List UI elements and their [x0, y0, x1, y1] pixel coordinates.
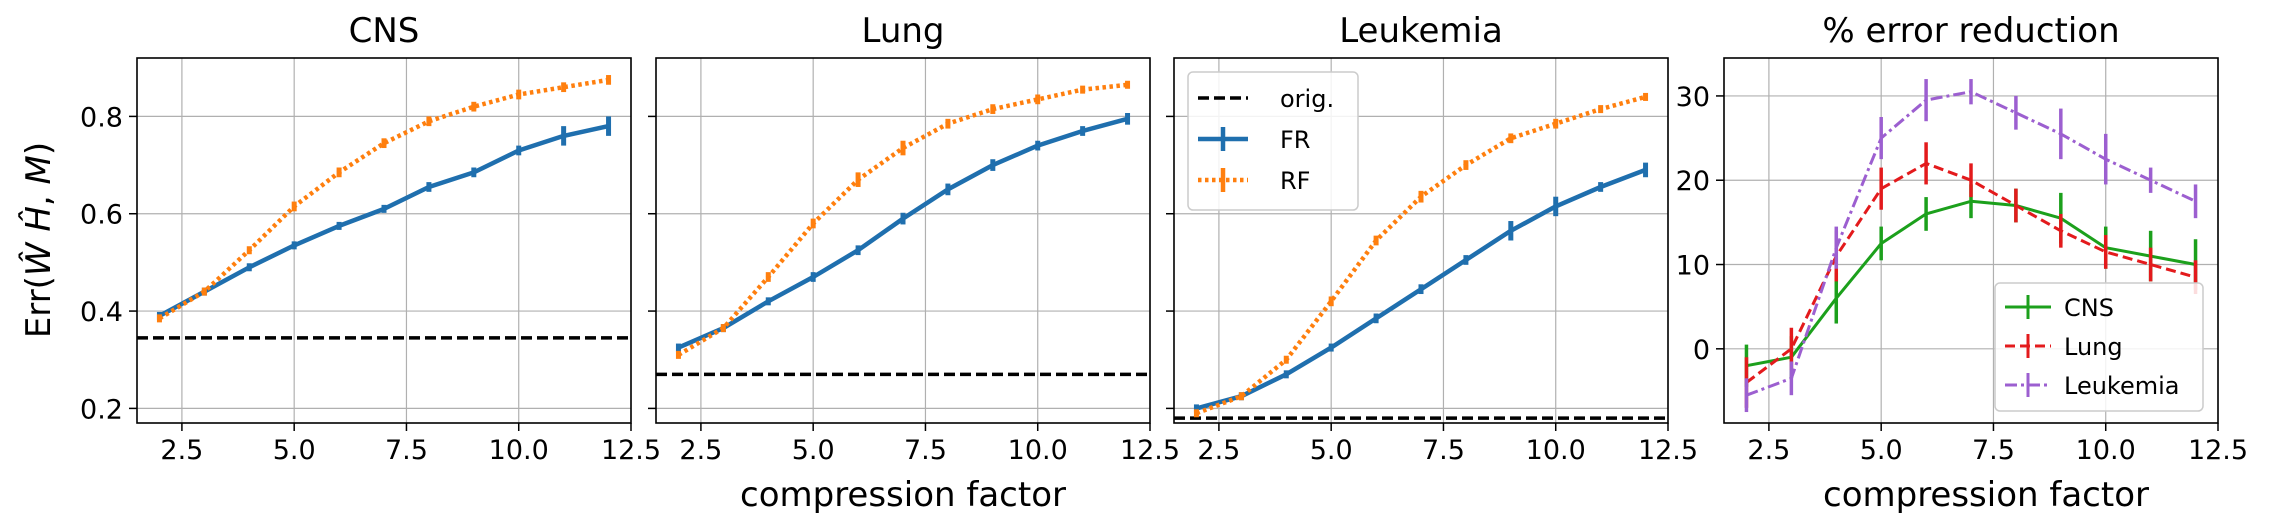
x-tick-label: 7.5 [1972, 435, 2015, 466]
panel-leukemia-title: Leukemia [1339, 11, 1503, 51]
x-tick-label: 5.0 [792, 435, 835, 466]
panel-leukemia-plot [1174, 92, 1668, 420]
x-tick-label: 10.0 [1526, 435, 1586, 466]
panel-reduction-xlabel: compression factor [1823, 475, 2149, 515]
x-tick-label: 7.5 [385, 435, 428, 466]
panel-lung-ticks: 2.5 5.0 7.5 10.0 12.5 [648, 115, 1180, 466]
panel-leukemia: 2.5 5.0 7.5 10.0 12.5 Leukemia orig. FR RF [1166, 11, 1698, 466]
panel-lung: 2.5 5.0 7.5 10.0 12.5 Lung compression facto… [648, 11, 1180, 515]
panel-cns-title: CNS [349, 11, 420, 51]
panel-cns-grid [137, 58, 632, 423]
x-tick-label: 12.5 [2188, 435, 2248, 466]
x-tick-label: 2.5 [1747, 435, 1790, 466]
x-tick-label: 12.5 [601, 435, 661, 466]
x-tick-label: 5.0 [1310, 435, 1353, 466]
y-tick-label: 30 [1676, 82, 1710, 113]
panel-cns-plot [137, 75, 631, 340]
legend-leukemia-label: Leukemia [2064, 372, 2180, 400]
panel-reduction-title: % error reduction [1822, 11, 2119, 51]
legend-reduction: CNS Lung Leukemia [1994, 282, 2204, 412]
x-tick-label: 12.5 [1120, 435, 1180, 466]
y-tick-label: 0.2 [80, 394, 123, 425]
x-tick-label: 7.5 [1422, 435, 1465, 466]
panel-lung-grid [656, 58, 1151, 423]
legend-lung-label: Lung [2064, 333, 2123, 361]
legend-orig-label: orig. [1280, 85, 1334, 113]
panel-lung-title: Lung [861, 11, 944, 51]
x-tick-label: 2.5 [679, 435, 722, 466]
legend-cns-label: CNS [2064, 294, 2114, 322]
y-tick-label: 0.8 [80, 102, 123, 133]
legend-fr-label: FR [1280, 126, 1310, 154]
panel-cns-frame [136, 57, 632, 424]
legend-reduction-box [1994, 282, 2204, 412]
x-tick-label: 12.5 [1638, 435, 1698, 466]
panel-reduction-ticks: 2.5 5.0 7.5 10.0 12.5 0 10 20 30 [1676, 82, 2248, 466]
x-tick-label: 10.0 [1008, 435, 1068, 466]
panel-leukemia-ticks: 2.5 5.0 7.5 10.0 12.5 [1166, 115, 1698, 466]
panel-reduction: 2.5 5.0 7.5 10.0 12.5 0 10 20 30 % error reducti… [1676, 11, 2248, 515]
x-tick-label: 5.0 [1860, 435, 1903, 466]
x-tick-label: 7.5 [904, 435, 947, 466]
series-fr-line [158, 123, 609, 318]
x-tick-label: 10.0 [489, 435, 549, 466]
y-axis-label: Err(Ŵ Ĥ, M) [18, 142, 59, 338]
x-tick-label: 2.5 [160, 435, 203, 466]
legend-leukemia: orig. FR RF [1187, 71, 1359, 211]
legend-leukemia-box [1187, 71, 1359, 211]
y-tick-label: 20 [1676, 166, 1710, 197]
panel-reduction-frame [1723, 57, 2219, 424]
legend-rf-label: RF [1280, 167, 1310, 195]
panel-reduction-plot [1744, 79, 2198, 413]
panel-lung-frame [655, 57, 1151, 424]
panel-cns: 2.5 5.0 7.5 10.0 12.5 0.2 0.4 0.6 0.8 CNS [80, 11, 661, 466]
y-tick-label: 0.4 [80, 297, 123, 328]
y-tick-label: 0.6 [80, 200, 123, 231]
y-tick-label: 0 [1693, 335, 1710, 366]
panel-lung-xlabel: compression factor [740, 475, 1066, 515]
series-rf-line [158, 77, 609, 321]
panel-cns-ticks: 2.5 5.0 7.5 10.0 12.5 0.2 0.4 0.6 0.8 [80, 102, 661, 466]
x-tick-label: 2.5 [1197, 435, 1240, 466]
panel-lung-plot [656, 80, 1150, 377]
x-tick-label: 5.0 [273, 435, 316, 466]
panel-leukemia-frame [1173, 57, 1669, 424]
y-tick-label: 10 [1676, 251, 1710, 282]
x-tick-label: 10.0 [2076, 435, 2136, 466]
